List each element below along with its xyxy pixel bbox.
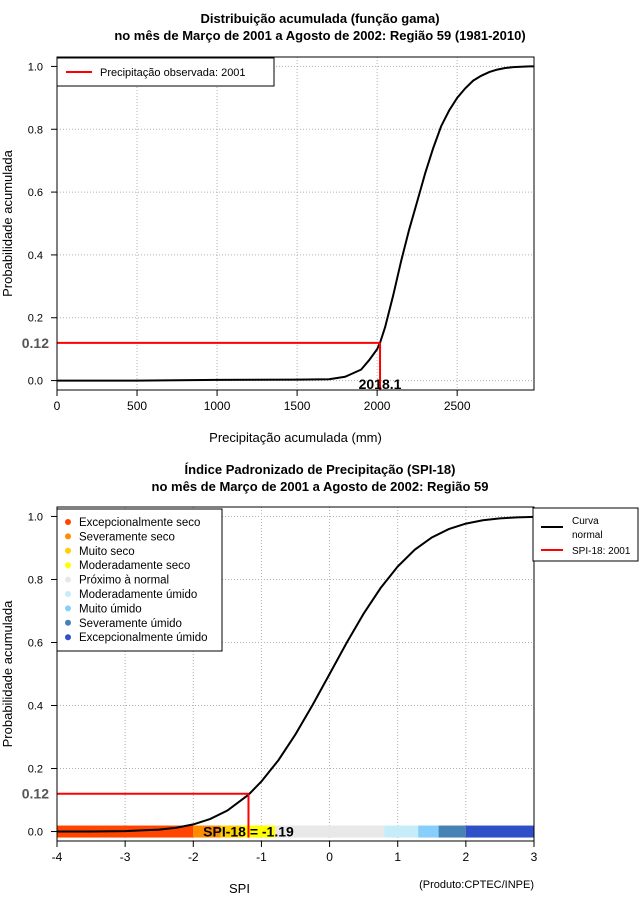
category-legend-label: Severamente seco [79,531,175,543]
chart2-title-block: Índice Padronizado de Precipitação (SPI-… [0,461,640,495]
c2-line-legend-box [532,507,639,562]
c2-ytick-label: 0.4 [28,701,43,713]
spi-category-band [193,825,221,838]
c2-ytick-label: 0.0 [28,827,43,839]
footer-credit: (Produto:CPTEC/INPE) [419,879,534,891]
spi-category-band [240,825,276,838]
spi-category-band [418,825,439,838]
c2-xtick-label: -3 [120,850,131,864]
c1-ytick-label: 0.6 [28,187,43,199]
c1-xtick-label: 1000 [204,399,231,413]
c2-xtick-label: -4 [52,850,63,864]
category-legend-swatch [65,576,71,583]
c2-xtick-label: 0 [326,850,333,864]
c2-xtick-label: 2 [463,850,470,864]
category-legend-label: Excepcionalmente seco [79,517,200,529]
category-legend-label: Excepcionalmente úmido [79,632,208,644]
category-legend-swatch [65,562,71,569]
c2-legend-label-normal: Curva [572,516,599,527]
chart1-title: Distribuição acumulada (função gama) [200,11,440,26]
c2-xtick-label: 1 [394,850,401,864]
spi-category-band [275,825,385,838]
category-legend-label: Muito seco [79,546,135,558]
c2-category-legend-box [56,508,223,652]
c2-xtick-label: -2 [188,850,199,864]
c1-xtick-label: 1500 [284,399,311,413]
category-legend-swatch [65,605,71,612]
c1-xlabel: Precipitação acumulada (mm) [209,430,382,445]
c1-legend-label: Precipitação observada: 2001 [100,67,246,79]
gamma-cdf-chart: 0 500 1000 1500 2000 2500 0.0 0.2 0.4 0.6 0.8 1.0 Pr… [0,56,535,445]
c1-ytick-label: 1.0 [28,61,43,73]
spi-category-band [384,825,419,838]
c1-ylabel: Probabilidade acumulada [0,149,15,296]
category-legend-swatch [65,533,71,540]
spi-value-label: SPI-18 = -1.19 [203,824,294,840]
gamma-cdf-line [57,65,534,382]
c1-ytick-label: 0.4 [28,250,43,262]
c1-xtick-label: 2000 [364,399,391,413]
c1-legend-box [56,57,275,87]
c1-xtick-label: 0 [54,399,61,413]
c2-ytick-label: 0.8 [28,574,43,586]
c1-ytick-label: 0.8 [28,124,43,136]
category-legend-swatch [65,519,71,525]
chart1-subtitle: no mês de Março de 2001 a Agosto de 2002… [114,28,526,43]
category-legend-label: Moderadamente seco [79,560,190,572]
c2-ytick-label: 0.6 [28,637,43,649]
c2-xtick-label: 3 [531,850,538,864]
c1-xtick-label: 500 [127,399,147,413]
observed-probability-label: 0.12 [22,335,49,351]
chart2-title: Índice Padronizado de Precipitação (SPI-… [184,462,456,477]
c2-ylabel: Probabilidade acumulada [0,600,15,747]
c1-ytick-label: 0.0 [28,376,43,388]
chart1-title-block: Distribuição acumulada (função gama) no … [0,10,640,44]
spi-category-band [465,825,534,838]
category-legend-label: Próximo à normal [79,575,169,587]
c2-plot-frame [56,506,535,842]
observed-precip-label: 2018.1 [359,376,402,392]
category-legend-swatch [65,634,71,641]
category-legend-swatch [65,591,71,597]
c1-ytick-label: 0.2 [28,313,43,325]
c2-xtick-label: -1 [256,850,267,864]
c1-xtick-label: 2500 [444,399,471,413]
spi-category-band [438,825,466,838]
category-legend-label: Muito úmido [79,603,142,615]
spi-category-band [220,825,241,838]
chart2-subtitle: no mês de Março de 2001 a Agosto de 2002… [151,479,489,494]
category-legend-swatch [65,547,71,554]
normal-cdf-line [57,515,535,833]
c2-legend-label-spi: SPI-18: 2001 [572,546,631,557]
c2-ytick-label: 1.0 [28,511,43,523]
c2-legend-label-normal-2: normal [572,530,603,541]
c2-ytick-label: 0.2 [28,764,43,776]
category-legend-label: Severamente úmido [79,618,182,630]
c1-plot-frame [56,56,535,391]
spi-probability-label: 0.12 [22,786,49,802]
category-legend-label: Moderadamente úmido [79,589,197,601]
category-legend-swatch [65,619,71,626]
c2-xlabel: SPI [229,881,250,896]
